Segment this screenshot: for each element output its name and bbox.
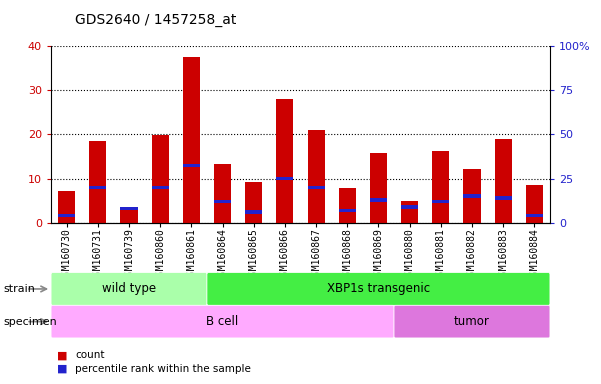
FancyBboxPatch shape	[394, 305, 550, 338]
Text: ■: ■	[57, 364, 67, 374]
Text: percentile rank within the sample: percentile rank within the sample	[75, 364, 251, 374]
Bar	[245, 210, 262, 214]
Bar	[432, 200, 450, 203]
Text: wild type: wild type	[102, 283, 156, 295]
Bar	[401, 200, 418, 223]
FancyBboxPatch shape	[51, 273, 207, 305]
Bar	[151, 135, 169, 223]
Bar	[90, 141, 106, 223]
Bar	[120, 207, 138, 210]
Bar	[370, 153, 387, 223]
Bar	[463, 194, 481, 198]
Bar	[526, 214, 543, 217]
Bar	[495, 139, 511, 223]
Text: tumor: tumor	[454, 315, 490, 328]
Bar	[339, 209, 356, 212]
Bar	[58, 214, 75, 217]
Bar	[495, 196, 511, 200]
Bar	[370, 198, 387, 202]
Text: count: count	[75, 350, 105, 360]
FancyBboxPatch shape	[207, 273, 550, 305]
Bar	[526, 185, 543, 223]
Bar	[308, 185, 325, 189]
Bar	[90, 185, 106, 189]
Text: specimen: specimen	[3, 316, 56, 327]
Bar	[432, 151, 450, 223]
Bar	[151, 185, 169, 189]
Bar	[339, 188, 356, 223]
Text: B cell: B cell	[206, 315, 239, 328]
Bar	[463, 169, 481, 223]
Bar	[58, 191, 75, 223]
Bar	[214, 164, 231, 223]
Bar	[183, 57, 200, 223]
Bar	[401, 205, 418, 209]
Bar	[308, 130, 325, 223]
Text: GDS2640 / 1457258_at: GDS2640 / 1457258_at	[75, 13, 237, 27]
Bar	[183, 164, 200, 167]
Text: strain: strain	[3, 284, 35, 294]
FancyBboxPatch shape	[51, 305, 394, 338]
Bar	[214, 200, 231, 203]
Bar	[276, 177, 293, 180]
Text: XBP1s transgenic: XBP1s transgenic	[327, 283, 430, 295]
Text: ■: ■	[57, 350, 67, 360]
Bar	[276, 99, 293, 223]
Bar	[120, 210, 138, 223]
Bar	[245, 182, 262, 223]
